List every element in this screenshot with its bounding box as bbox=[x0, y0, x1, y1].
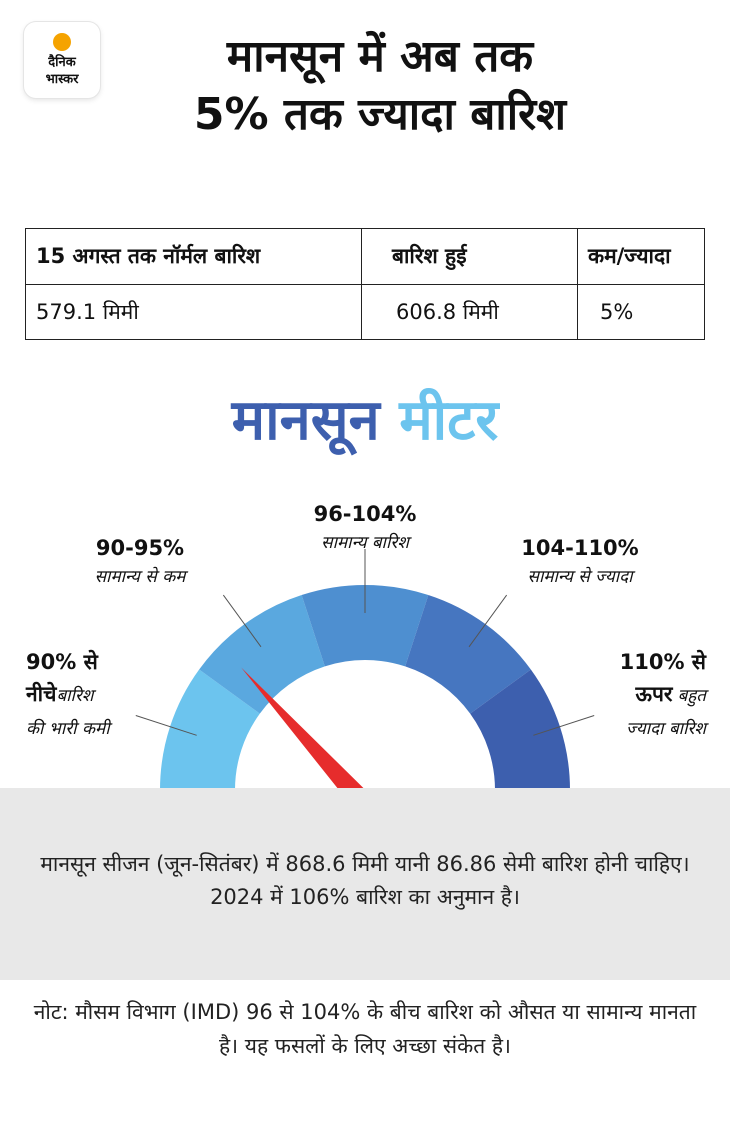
note-text: नोट: मौसम विभाग (IMD) 96 से 104% के बीच … bbox=[33, 1000, 697, 1058]
info-box: मानसून सीजन (जून-सितंबर) में 868.6 मिमी … bbox=[0, 788, 730, 980]
headline-line1: मानसून में अब तक bbox=[226, 31, 534, 82]
label-above-110-desc: बहुत bbox=[677, 686, 706, 706]
label-below-90-desc-2: की भारी कमी bbox=[26, 719, 110, 739]
label-104-110-range: 104-110% bbox=[521, 536, 639, 560]
meter-title: मानसून मीटर bbox=[0, 380, 730, 456]
cell-actual-rain: 606.8 मिमी bbox=[361, 283, 578, 340]
gauge-segment-90-95 bbox=[199, 595, 325, 714]
label-above-110: 110% से ऊपर बहुत ज्यादा बारिश bbox=[580, 648, 706, 739]
label-above-110-desc-2: ज्यादा बारिश bbox=[626, 719, 706, 739]
meter-title-part1: मानसून bbox=[231, 388, 380, 453]
label-above-110-range-2: ऊपर bbox=[635, 682, 673, 706]
headline: मानसून में अब तक 5% तक ज्यादा बारिश bbox=[80, 28, 680, 144]
gauge-needle bbox=[241, 667, 374, 800]
label-96-104-range: 96-104% bbox=[313, 502, 417, 526]
label-below-90-desc: बारिश bbox=[56, 686, 94, 706]
rainfall-table: 15 अगस्त तक नॉर्मल बारिश बारिश हुई कम/ज्… bbox=[25, 228, 705, 340]
leader-line-104-110 bbox=[468, 594, 508, 648]
label-below-90: 90% से नीचेबारिश की भारी कमी bbox=[26, 648, 110, 739]
logo-text-line2: भास्कर bbox=[45, 72, 79, 87]
leader-line-90-95 bbox=[222, 594, 262, 648]
header-difference: कम/ज्यादा bbox=[577, 228, 705, 285]
label-90-95-desc: सामान्य से कम bbox=[94, 567, 186, 587]
label-104-110-desc: सामान्य से ज्यादा bbox=[527, 567, 633, 587]
logo-text-line1: दैनिक bbox=[48, 55, 76, 70]
label-90-95: 90-95% सामान्य से कम bbox=[60, 536, 220, 587]
meter-title-part2: मीटर bbox=[399, 388, 499, 453]
header-actual-rain: बारिश हुई bbox=[361, 228, 578, 285]
gauge-segment-96-104 bbox=[301, 585, 429, 667]
label-96-104-desc: सामान्य बारिश bbox=[321, 533, 409, 553]
header-normal-rain: 15 अगस्त तक नॉर्मल बारिश bbox=[25, 228, 362, 285]
info-text: मानसून सीजन (जून-सितंबर) में 868.6 मिमी … bbox=[40, 852, 690, 909]
label-104-110: 104-110% सामान्य से ज्यादा bbox=[490, 536, 670, 587]
cell-normal-rain: 579.1 मिमी bbox=[25, 283, 362, 340]
cell-difference: 5% bbox=[577, 283, 705, 340]
gauge-segment-104-110 bbox=[405, 595, 531, 714]
table-header-row: 15 अगस्त तक नॉर्मल बारिश बारिश हुई कम/ज्… bbox=[25, 228, 705, 285]
headline-line2: 5% तक ज्यादा बारिश bbox=[193, 89, 567, 140]
label-90-95-range: 90-95% bbox=[95, 536, 185, 560]
table-row: 579.1 मिमी 606.8 मिमी 5% bbox=[25, 283, 705, 340]
monsoon-gauge bbox=[135, 549, 595, 800]
gauge-segment-above-110 bbox=[470, 669, 570, 790]
label-above-110-range: 110% से bbox=[619, 650, 706, 674]
leader-line-above-110 bbox=[533, 715, 595, 736]
leader-line-below-90 bbox=[135, 715, 197, 736]
label-below-90-range-2: नीचे bbox=[26, 682, 57, 706]
sun-icon bbox=[53, 33, 71, 51]
label-96-104: 96-104% सामान्य बारिश bbox=[285, 502, 445, 553]
gauge-segment-below-90 bbox=[160, 669, 260, 790]
label-below-90-range: 90% से bbox=[26, 650, 98, 674]
dainik-bhaskar-logo: दैनिक भास्कर bbox=[24, 22, 100, 98]
